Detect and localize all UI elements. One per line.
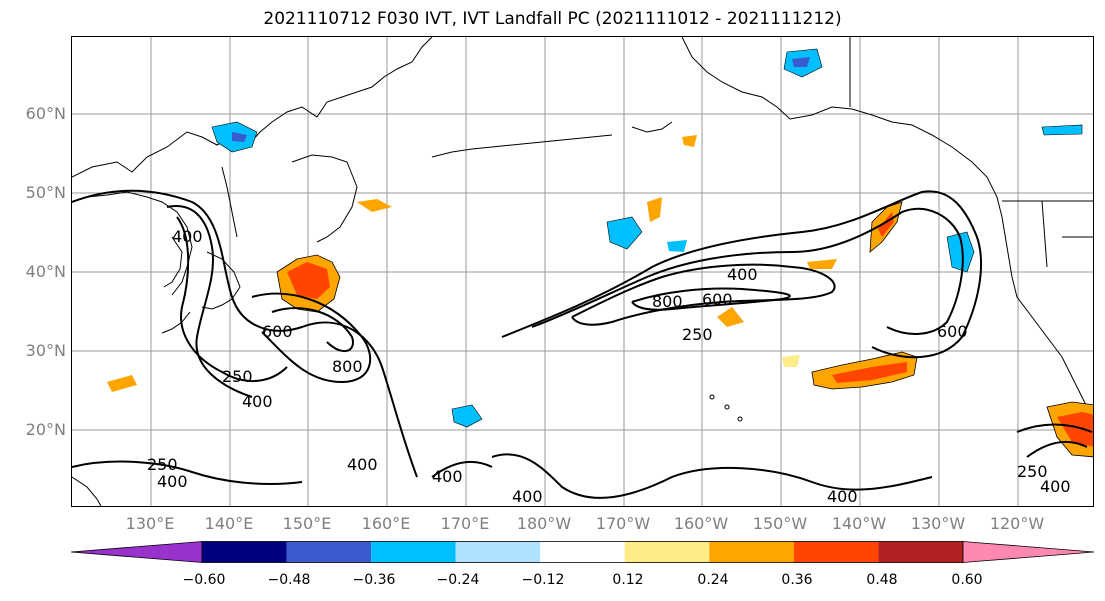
colorbar-tick: −0.12 — [521, 572, 565, 588]
contour-label: 600 — [937, 322, 968, 341]
ivt-contours — [72, 189, 1093, 499]
lon-label: 160°E — [361, 514, 411, 533]
contour-label: 250 — [1017, 462, 1048, 481]
contour-label: 600 — [262, 322, 293, 341]
colorbar-cell — [286, 541, 372, 563]
colorbar-cell — [962, 541, 1094, 563]
colorbar-tick: −0.24 — [436, 572, 480, 588]
lon-label: 130°E — [125, 514, 175, 533]
pc-shading — [107, 48, 1093, 458]
colorbar — [71, 541, 1094, 563]
contour-label: 400 — [1040, 477, 1071, 496]
lon-label: 140°W — [831, 514, 887, 533]
lon-label: 150°W — [752, 514, 808, 533]
contour-label: 600 — [702, 290, 733, 309]
colorbar-cell — [71, 541, 203, 563]
contour-labels: 400 800 600 250 600 250 600 800 400 250 … — [147, 227, 1071, 506]
colorbar-cell — [455, 541, 541, 563]
contour-label: 400 — [157, 472, 188, 491]
lat-label: 20°N — [25, 420, 66, 439]
contour-label: 400 — [512, 487, 543, 506]
colorbar-cell — [793, 541, 879, 563]
contour-label: 400 — [727, 265, 758, 284]
chart-title: 2021110712 F030 IVT, IVT Landfall PC (20… — [263, 9, 842, 29]
lat-label: 30°N — [25, 341, 66, 360]
contour-label: 250 — [147, 455, 178, 474]
graticule — [72, 37, 1093, 506]
contour-label: 400 — [432, 467, 463, 486]
colorbar-tick: 0.12 — [612, 572, 644, 588]
colorbar-tick: −0.48 — [267, 572, 311, 588]
colorbar-tick: 0.60 — [951, 572, 983, 588]
lon-label: 170°E — [440, 514, 490, 533]
lon-label: 160°W — [673, 514, 729, 533]
colorbar-tick: −0.36 — [352, 572, 396, 588]
map-canvas: 400 800 600 250 600 250 600 800 400 250 … — [72, 37, 1093, 506]
contour-label: 400 — [242, 392, 273, 411]
contour-label: 400 — [172, 227, 203, 246]
colorbar-cell — [878, 541, 963, 563]
contour-label: 250 — [222, 367, 253, 386]
contour-label: 800 — [332, 357, 363, 376]
contour-label: 800 — [652, 292, 683, 311]
lon-label: 130°W — [910, 514, 966, 533]
lon-label: 150°E — [282, 514, 332, 533]
colorbar-tick: 0.24 — [697, 572, 729, 588]
lon-label: 170°W — [595, 514, 651, 533]
map-panel: 400 800 600 250 600 250 600 800 400 250 … — [71, 36, 1094, 507]
colorbar-tick: 0.48 — [866, 572, 898, 588]
colorbar-cell — [709, 541, 794, 563]
lat-label: 50°N — [25, 183, 66, 202]
colorbar-tick: −0.60 — [182, 572, 226, 588]
contour-label: 400 — [827, 487, 858, 506]
lat-label: 60°N — [25, 104, 66, 123]
lon-label: 120°W — [989, 514, 1045, 533]
colorbar-cell — [540, 541, 625, 563]
coastlines — [72, 37, 1093, 506]
contour-label: 400 — [347, 455, 378, 474]
colorbar-cell — [202, 541, 287, 563]
colorbar-cell — [624, 541, 710, 563]
lat-label: 40°N — [25, 262, 66, 281]
colorbar-cell — [371, 541, 456, 563]
colorbar-tick: 0.36 — [781, 572, 813, 588]
lon-label: 140°E — [204, 514, 254, 533]
lon-label: 180°W — [516, 514, 572, 533]
contour-label: 250 — [682, 325, 713, 344]
